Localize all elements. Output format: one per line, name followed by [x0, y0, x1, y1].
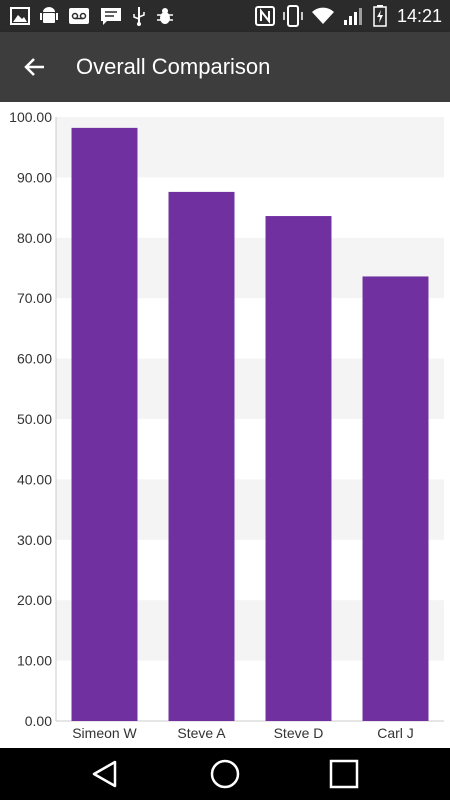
usb-icon	[133, 7, 145, 26]
bar	[362, 276, 429, 721]
bar-chart: 0.00 10.00 20.00 30.00 40.00 50.00 60.00 70.00 8…	[0, 102, 450, 748]
arrow-back-icon	[24, 58, 44, 76]
bug-icon	[157, 8, 173, 24]
x-tick-label: Simeon W	[72, 725, 137, 741]
notification-icons	[10, 5, 174, 27]
image-icon	[10, 7, 30, 25]
y-tick-label: 30.00	[17, 532, 52, 548]
bar-chart-svg: 0.00 10.00 20.00 30.00 40.00 50.00 60.00 70.00 8…	[9, 109, 444, 741]
vibrate-icon	[283, 5, 303, 27]
x-tick-label: Steve D	[274, 725, 324, 741]
y-tick-label: 100.00	[9, 109, 52, 125]
bar	[168, 191, 235, 721]
voicemail-icon	[69, 8, 89, 24]
android-icon	[40, 7, 58, 23]
bar	[265, 216, 332, 721]
message-icon	[101, 8, 121, 25]
nav-recents-icon	[329, 759, 359, 789]
nav-home-icon	[210, 759, 240, 789]
y-tick-label: 50.00	[17, 411, 52, 427]
y-tick-label: 90.00	[17, 169, 52, 185]
system-icons: 14:21	[254, 5, 442, 27]
status-bar: 14:21	[0, 0, 450, 32]
nav-recents-button[interactable]	[314, 754, 374, 794]
nfc-icon	[254, 6, 275, 26]
page-title: Overall Comparison	[76, 54, 271, 79]
wifi-icon	[311, 7, 334, 24]
app-bar: Overall Comparison	[0, 32, 450, 102]
status-time: 14:21	[396, 5, 442, 26]
nav-home-button[interactable]	[195, 754, 255, 794]
y-tick-label: 70.00	[17, 290, 52, 306]
x-tick-label: Carl J	[377, 725, 414, 741]
bar	[71, 127, 138, 721]
nav-back-button[interactable]	[75, 754, 135, 794]
y-tick-label: 10.00	[17, 653, 52, 669]
back-button[interactable]	[14, 46, 56, 88]
y-tick-label: 40.00	[17, 471, 52, 487]
y-tick-label: 80.00	[17, 230, 52, 246]
navigation-bar	[0, 748, 450, 800]
nav-back-icon	[92, 760, 117, 788]
signal-icon	[343, 8, 362, 25]
y-tick-label: 20.00	[17, 592, 52, 608]
x-tick-label: Steve A	[177, 725, 226, 741]
y-tick-label: 60.00	[17, 351, 52, 367]
battery-charging-icon	[373, 5, 387, 27]
y-tick-label: 0.00	[25, 713, 52, 729]
